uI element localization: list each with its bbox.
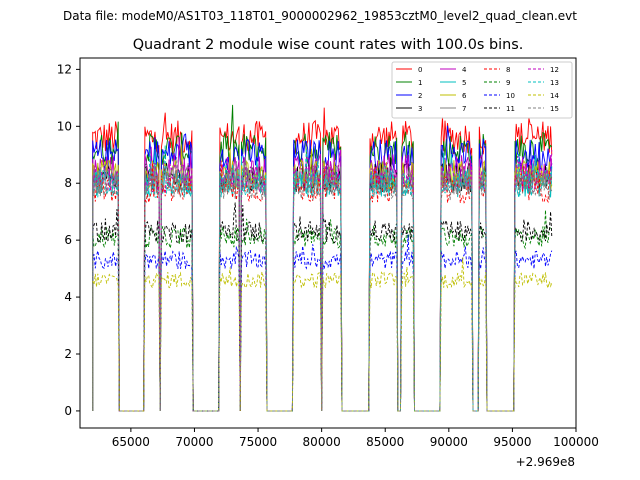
legend-label-1: 1 xyxy=(418,79,422,87)
series-line-0 xyxy=(92,107,553,412)
legend-label-13: 13 xyxy=(550,79,559,87)
series-line-9 xyxy=(92,210,552,412)
legend-label-8: 8 xyxy=(506,66,510,74)
y-tick-label: 6 xyxy=(64,233,72,247)
legend-label-10: 10 xyxy=(506,92,515,100)
x-tick-label: 90000 xyxy=(430,435,468,449)
y-axis: 0 2 4 6 8 10 12 xyxy=(57,62,80,418)
y-tick-label: 0 xyxy=(64,404,72,418)
chart-title: Quadrant 2 module wise count rates with … xyxy=(133,37,524,53)
x-tick-label: 95000 xyxy=(493,435,531,449)
series-line-11 xyxy=(92,202,553,412)
series-line-15 xyxy=(92,156,553,412)
y-tick-label: 12 xyxy=(57,62,72,76)
legend-label-14: 14 xyxy=(550,92,559,100)
figure-suptitle: Data file: modeM0/AS1T03_118T01_90000029… xyxy=(63,9,577,23)
x-tick-label: 65000 xyxy=(112,435,150,449)
legend-label-7: 7 xyxy=(462,105,466,113)
x-tick-label: 70000 xyxy=(175,435,213,449)
legend-label-2: 2 xyxy=(418,92,422,100)
plot-lines xyxy=(92,104,553,412)
legend-label-9: 9 xyxy=(506,79,510,87)
legend-label-5: 5 xyxy=(462,79,466,87)
legend-label-4: 4 xyxy=(462,66,467,74)
legend-label-12: 12 xyxy=(550,66,559,74)
legend-label-3: 3 xyxy=(418,105,422,113)
x-tick-label: 100000 xyxy=(553,435,599,449)
y-tick-label: 4 xyxy=(64,290,72,304)
x-offset-label: +2.969e8 xyxy=(516,455,575,469)
x-tick-label: 85000 xyxy=(366,435,404,449)
y-tick-label: 2 xyxy=(64,347,72,361)
plot-frame xyxy=(79,57,577,429)
y-tick-label: 10 xyxy=(57,119,72,133)
series-line-14 xyxy=(92,257,553,412)
legend-label-11: 11 xyxy=(506,105,515,113)
x-tick-label: 80000 xyxy=(303,435,341,449)
y-tick-label: 8 xyxy=(64,176,72,190)
x-tick-label: 75000 xyxy=(239,435,277,449)
legend-label-0: 0 xyxy=(418,66,422,74)
legend-box xyxy=(391,61,573,119)
series-line-10 xyxy=(92,234,553,412)
legend-label-6: 6 xyxy=(462,92,467,100)
legend-label-15: 15 xyxy=(550,105,559,113)
x-axis: 65000 70000 75000 80000 85000 90000 95000 10000… xyxy=(112,428,599,449)
